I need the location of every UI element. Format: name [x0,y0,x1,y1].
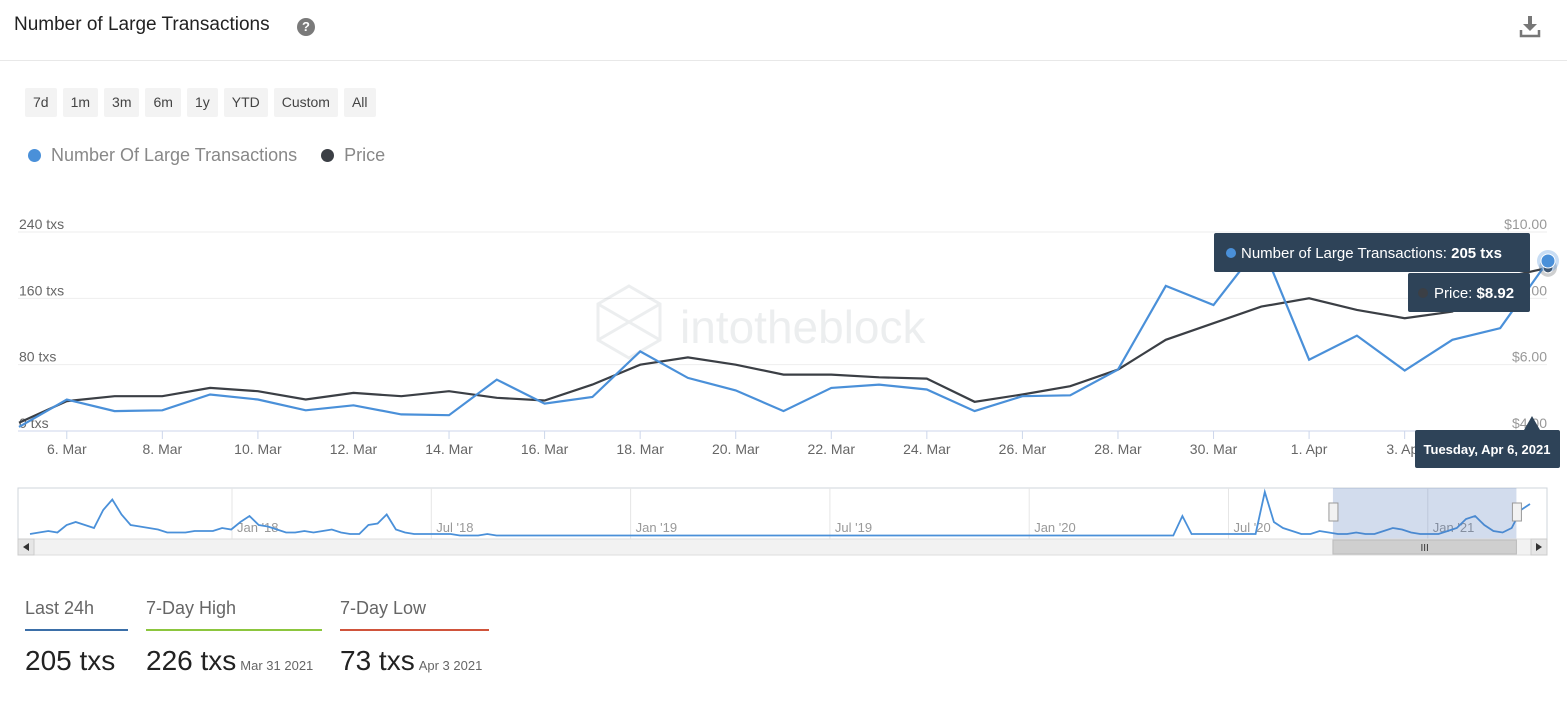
stat-label-7day-high: 7-Day High [146,598,322,631]
navigator-handle-right[interactable] [1511,502,1522,522]
tooltip-dot-price [1418,288,1428,298]
x-tick-label: 10. Mar [234,441,282,457]
tooltip-date-box [1415,430,1560,468]
stat-value-row: 205 txs [25,645,128,677]
tooltip-price-text: Price: $8.92 [1434,285,1514,302]
navigator-label: Jan '21 [1433,520,1475,535]
legend-label-transactions: Number Of Large Transactions [51,145,298,165]
y-tick-label-left: 240 txs [19,216,64,232]
legend-item-transactions[interactable]: Number Of Large Transactions [28,145,297,166]
tooltip: Number of Large Transactions: 205 txs Pr… [1214,233,1560,468]
stat-date-7day-high: Mar 31 2021 [240,658,314,673]
chart-legend: Number Of Large Transactions Price [28,145,385,166]
range-all-button[interactable]: All [343,88,376,117]
x-tick-label: 16. Mar [521,441,569,457]
navigator-line [29,488,1531,537]
x-tick-label: 3. Apr [1386,441,1423,457]
stat-value-row: 73 txs Apr 3 2021 [340,645,489,677]
x-tick-label: 20. Mar [712,441,760,457]
hover-points [1537,250,1559,277]
x-tick-label: 24. Mar [903,441,951,457]
scrollbar-grip-icon: III [1421,543,1429,554]
y-tick-label-right: $6.00 [1512,349,1547,365]
page-title: Number of Large Transactions [14,14,270,35]
navigator-label: Jan '19 [636,520,678,535]
point-transactions [1540,253,1556,269]
stat-label-7day-low: 7-Day Low [340,598,489,631]
watermark-text: intotheblock [680,301,926,353]
tooltip-series-label: Number of Large Transactions: [1241,245,1447,262]
stat-value-7day-low: 73 txs [340,645,415,676]
y-tick-label-left: 80 txs [19,349,56,365]
navigator-handle-left[interactable] [1328,502,1339,522]
range-ytd-button[interactable]: YTD [223,88,268,117]
navigator-label: Jan '18 [237,520,279,535]
legend-label-price: Price [344,145,386,165]
question-icon[interactable]: ? [297,18,315,36]
legend-item-price[interactable]: Price [321,145,385,166]
navigator-label: Jul '18 [436,520,473,535]
stat-date-7day-low: Apr 3 2021 [418,658,483,673]
download-icon[interactable] [1518,14,1542,38]
tooltip-dot-transactions [1226,248,1236,258]
range-3m-button[interactable]: 3m [104,88,140,117]
x-tick-label: 12. Mar [330,441,378,457]
stat-7day-low: 7-Day Low 73 txs Apr 3 2021 [340,598,489,677]
x-tick-label: 26. Mar [999,441,1047,457]
y-tick-label-right: $10.00 [1504,216,1547,232]
navigator-labels: Jan '18 Jul '18 Jan '19 Jul '19 Jan '20 Jul '… [231,488,1475,539]
navigator-label: Jul '19 [835,520,872,535]
range-selector: 7d 1m 3m 6m 1y YTD Custom All [25,88,376,117]
tooltip-date: Tuesday, Apr 6, 2021 [1424,442,1551,457]
scrollbar-thumb[interactable] [1332,539,1517,555]
y-tick-label-left: 160 txs [19,282,64,298]
watermark: intotheblock [596,284,926,360]
y-axis-right: $4.00$6.00$8.00$10.00 [1504,216,1547,431]
tooltip-price-label: Price: [1434,285,1472,302]
x-tick-label: 18. Mar [616,441,664,457]
x-axis: 6. Mar 8. Mar 10. Mar 12. Mar 14. Mar 16. Mar… [47,431,1423,457]
range-6m-button[interactable]: 6m [145,88,181,117]
legend-dot-transactions [28,149,41,162]
tooltip-date-pointer [1524,416,1540,430]
stat-7day-high: 7-Day High 226 txs Mar 31 2021 [146,598,322,677]
navigator-selection[interactable] [1332,488,1517,539]
stat-value-7day-high: 226 txs [146,645,237,676]
range-7d-button[interactable]: 7d [25,88,57,117]
navigator-label: Jul '20 [1234,520,1271,535]
tooltip-price-value: $8.92 [1477,285,1515,302]
x-tick-label: 28. Mar [1094,441,1142,457]
navigator[interactable]: Jan '18 Jul '18 Jan '19 Jul '19 Jan '20 Jul '… [17,487,1548,556]
stat-value-row: 226 txs Mar 31 2021 [146,645,322,677]
x-tick-label: 22. Mar [808,441,856,457]
scroll-left-icon [23,543,29,551]
tooltip-box-price [1408,273,1530,312]
stat-last-24h: Last 24h 205 txs [25,598,128,677]
series-line-transactions [18,241,1549,428]
series-line-price [18,266,1549,424]
x-tick-label: 30. Mar [1190,441,1238,457]
tooltip-series-text: Number of Large Transactions: 205 txs [1241,245,1502,262]
stat-label-last-24h: Last 24h [25,598,128,631]
stat-value-last-24h: 205 txs [25,645,116,676]
watermark-logo-icon [596,284,662,360]
tooltip-box-transactions [1214,233,1530,272]
x-tick-label: 1. Apr [1291,441,1328,457]
x-tick-label: 14. Mar [425,441,473,457]
navigator-label: Jan '20 [1034,520,1076,535]
tooltip-series-value: 205 txs [1451,245,1502,262]
range-1m-button[interactable]: 1m [62,88,99,117]
stats-panel: Last 24h 205 txs 7-Day High 226 txs Mar … [25,598,489,677]
scrollbar-track[interactable] [17,538,1548,556]
scroll-right-icon [1536,543,1542,551]
legend-dot-price [321,149,335,162]
chart-header: Number of Large Transactions ? [0,0,1567,61]
range-1y-button[interactable]: 1y [186,88,218,117]
range-custom-button[interactable]: Custom [273,88,338,117]
x-tick-label: 8. Mar [143,441,183,457]
x-tick-label: 6. Mar [47,441,87,457]
grid-lines [18,231,1547,432]
